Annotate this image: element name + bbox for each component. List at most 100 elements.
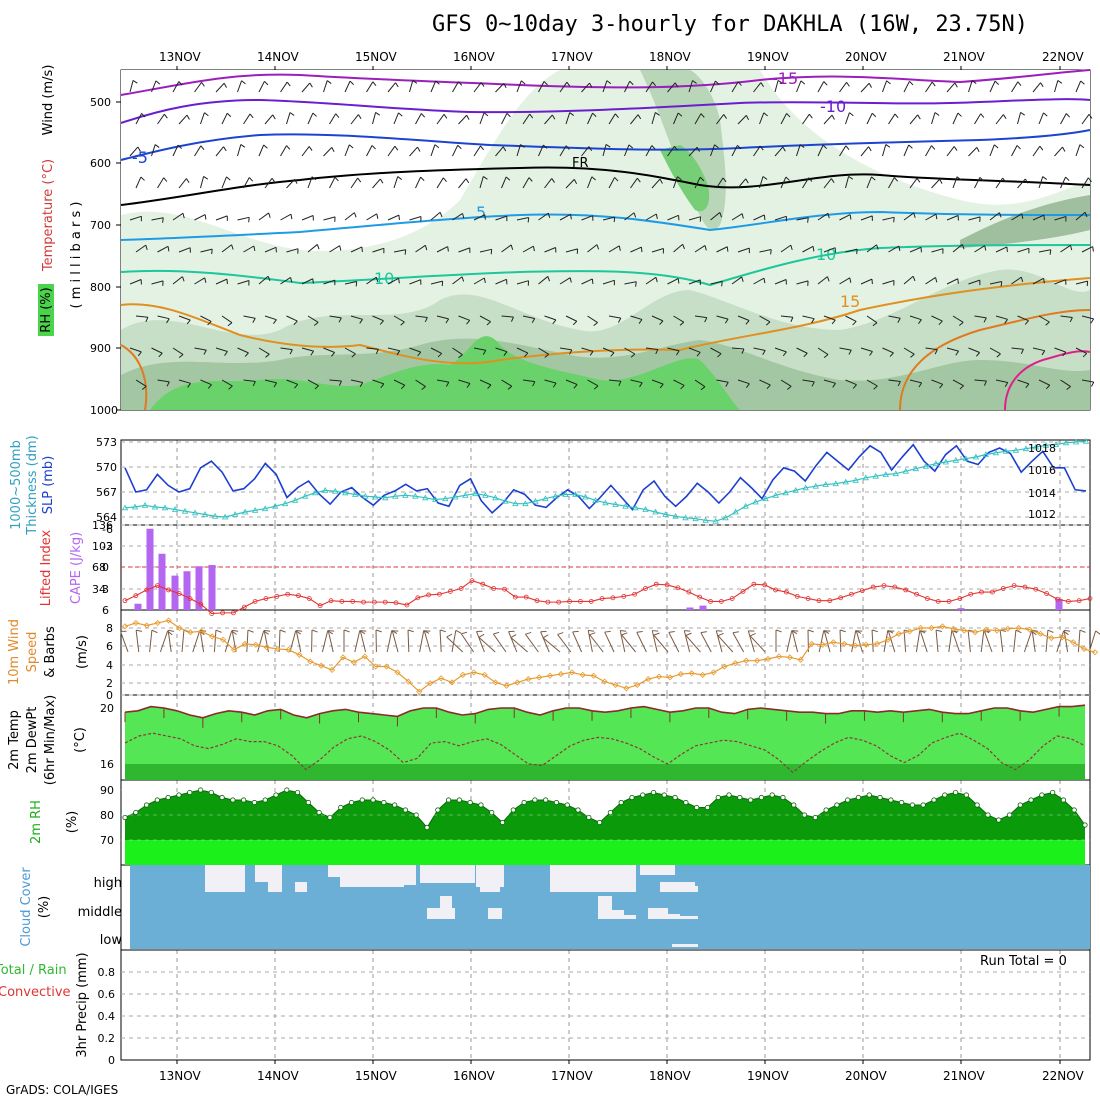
thick-ytick-left: 567 <box>96 486 117 499</box>
upper-barb-staff <box>350 315 363 320</box>
li-marker <box>577 599 583 604</box>
contour-minus10 <box>120 98 1091 124</box>
cloud-gap <box>550 865 636 892</box>
upper-barb-flag <box>1004 382 1009 388</box>
upper-barb-staff <box>581 278 593 285</box>
upper-barb-flag <box>975 352 981 357</box>
upper-barb-flag <box>913 212 916 218</box>
wind-barb-staff <box>423 630 431 653</box>
upper-barb-staff <box>237 144 242 157</box>
rh-marker <box>769 792 775 798</box>
wind-barb-flag <box>839 629 846 633</box>
upper-barb-staff <box>710 347 722 355</box>
upper-barb-staff <box>1060 244 1071 253</box>
temp2m-ylabel-b: 2m DewPt <box>25 707 40 774</box>
upper-barb-staff <box>409 347 421 353</box>
wind-marker <box>1091 649 1099 656</box>
rh-marker <box>1050 789 1056 796</box>
thickness-marker <box>702 517 709 523</box>
thickness-marker <box>502 497 509 504</box>
upper-barb-staff <box>264 177 273 189</box>
upper-barb-staff <box>903 347 915 355</box>
upper-barb-flag <box>480 82 485 87</box>
upper-barb-staff <box>430 280 443 285</box>
upper-barb-flag <box>993 144 999 149</box>
upper-barb-flag <box>505 176 511 181</box>
li-marker <box>480 581 486 587</box>
li-ylabel: Lifted Index <box>39 529 54 606</box>
li-marker <box>556 599 562 605</box>
upper-barb-flag <box>355 281 358 287</box>
li-marker <box>1033 586 1039 592</box>
wind-barb-staff <box>181 630 185 653</box>
upper-barb-flag <box>132 79 138 84</box>
thickness-marker <box>782 489 789 496</box>
upper-barb-flag <box>886 80 891 85</box>
upper-barb-staff <box>200 315 212 322</box>
cloud-panel <box>130 865 1090 949</box>
upper-barb-staff <box>688 146 698 157</box>
upper-barb-staff <box>1032 82 1041 93</box>
rh-marker <box>197 787 204 793</box>
wind-barb-flag <box>151 629 158 634</box>
upper-barb-flag <box>823 81 828 86</box>
thickness-marker <box>802 484 809 491</box>
upper-barb-flag <box>591 176 596 181</box>
upper-barb-staff <box>608 379 621 382</box>
upper-barb-staff <box>909 177 918 189</box>
upper-barb-staff <box>366 213 378 221</box>
upper-barb-flag <box>443 114 448 119</box>
li-marker <box>220 610 225 616</box>
upper-barb-flag <box>782 146 786 152</box>
upper-barb-staff <box>1075 144 1081 157</box>
wind-marker <box>863 641 870 648</box>
upper-barb-staff <box>716 114 725 125</box>
upper-barb-staff <box>952 244 963 253</box>
thickness-marker <box>652 508 659 515</box>
upper-barb-flag <box>483 277 486 284</box>
thickness-marker <box>622 502 629 509</box>
cloud-gap <box>404 865 416 885</box>
li-marker <box>751 581 757 587</box>
upper-barb-staff <box>286 315 298 322</box>
wind-barb-staff <box>851 630 857 653</box>
li-marker <box>122 598 128 604</box>
upper-barb-staff <box>280 277 291 285</box>
thickness-marker <box>161 504 169 511</box>
upper-barb-flag <box>1065 176 1070 181</box>
upper-barb-staff <box>925 213 937 221</box>
upper-barb-flag <box>674 82 679 88</box>
cape-grid <box>121 524 1090 590</box>
wind-marker <box>1015 624 1022 632</box>
thickness-marker <box>352 491 359 497</box>
upper-barb-flag <box>830 178 835 184</box>
rh-marker <box>219 794 225 801</box>
upper-barb-staff <box>587 244 598 253</box>
wind-marker <box>590 672 597 679</box>
cloud-gap <box>624 915 636 919</box>
upper-barb-flag <box>223 146 227 152</box>
wind10m-ylabel-a: 10m Wind <box>7 619 22 685</box>
upper-barb-flag <box>420 113 426 118</box>
rh-marker <box>877 794 883 801</box>
upper-barb-staff <box>688 347 701 353</box>
wind-barb-flag <box>557 632 564 635</box>
wind-marker <box>917 624 924 632</box>
upper-barb-flag <box>1092 246 1094 252</box>
contour-minus5 <box>120 129 1091 161</box>
upper-barb-staff <box>630 315 643 320</box>
cape-bars <box>134 528 1063 610</box>
upper-barb-staff <box>608 315 621 319</box>
upper-barb-flag <box>252 381 256 387</box>
temp-ytick: 16 <box>100 758 114 771</box>
rh-marker <box>683 799 689 806</box>
upper-barb-flag <box>679 321 685 326</box>
upper-barb-flag <box>420 176 425 181</box>
upper-barb-flag <box>466 114 470 120</box>
upper-barb-flag <box>869 351 873 356</box>
upper-barb-flag <box>447 246 449 252</box>
li-ytick: -6 <box>102 523 113 536</box>
upper-barb-staff <box>759 249 772 253</box>
li-marker <box>155 583 160 589</box>
upper-barb-flag <box>308 146 313 151</box>
